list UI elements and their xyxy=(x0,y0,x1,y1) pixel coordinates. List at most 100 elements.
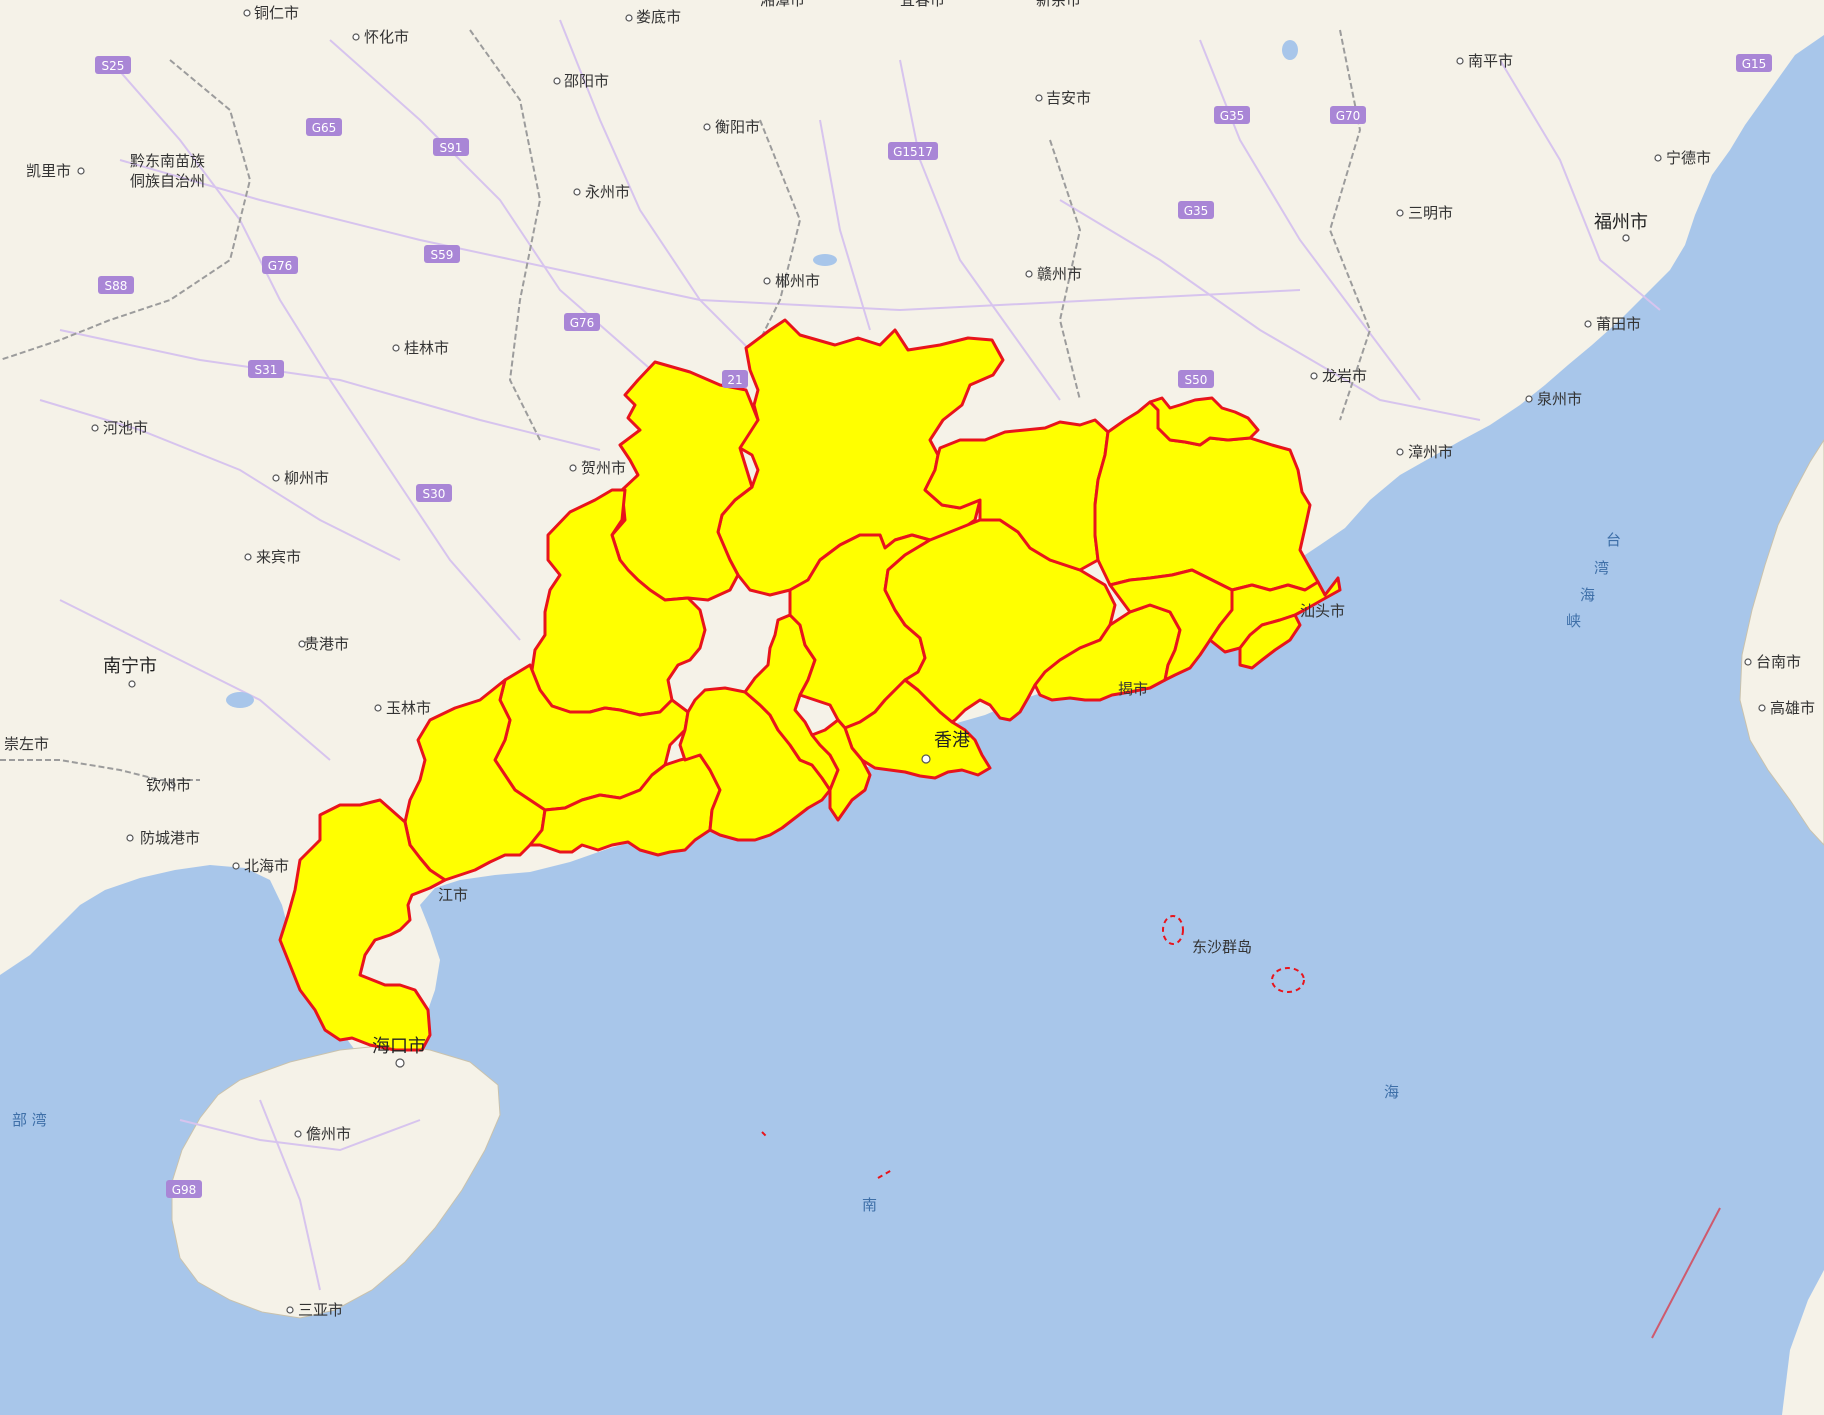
shield-21: 21 xyxy=(722,370,748,388)
city-label: 龙岩市 xyxy=(1322,367,1367,385)
svg-text:G65: G65 xyxy=(312,121,337,135)
city-label: 赣州市 xyxy=(1037,265,1082,283)
city-label: 防城港市 xyxy=(140,829,200,847)
sea-labels: 台 湾 海 峡 部 湾 海 南 xyxy=(12,531,1621,1214)
city-labels: 铜仁市 怀化市 娄底市 湘潭市 宜春市 新余市 邵阳市 南平市 吉安市 衡阳市 … xyxy=(4,0,1815,1319)
shield-s50: S50 xyxy=(1178,370,1214,388)
city-label: 宜春市 xyxy=(900,0,945,9)
city-label: 台南市 xyxy=(1756,653,1801,671)
road-network xyxy=(39,19,1661,1291)
island-boundaries xyxy=(761,915,1305,1179)
svg-text:S88: S88 xyxy=(105,279,128,293)
region-maoming[interactable] xyxy=(403,678,547,882)
svg-text:G76: G76 xyxy=(268,259,293,273)
shield-s88: S88 xyxy=(98,276,134,294)
city-label: 河池市 xyxy=(103,419,148,437)
city-label: 贵港市 xyxy=(304,635,349,653)
sea-label: 海 xyxy=(1580,586,1595,604)
highway-shields: S25 G65 S91 G1517 G35 G70 G15 G35 G76 S5… xyxy=(95,54,1772,1198)
svg-text:G76: G76 xyxy=(570,316,595,330)
city-label: 衡阳市 xyxy=(715,118,760,136)
city-label: 香港 xyxy=(934,730,970,751)
shield-g76-b: G76 xyxy=(564,313,600,331)
city-label: 北海市 xyxy=(244,857,289,875)
shield-g35-b: G35 xyxy=(1178,201,1214,219)
water-features xyxy=(226,40,1298,708)
region-yangjiang[interactable] xyxy=(528,753,722,857)
city-label: 永州市 xyxy=(585,183,630,201)
svg-text:S50: S50 xyxy=(1185,373,1208,387)
city-label: 黔东南苗族 xyxy=(130,152,205,170)
shield-g98: G98 xyxy=(166,1180,202,1198)
shield-g1517: G1517 xyxy=(888,142,938,160)
region-zhaoqing[interactable] xyxy=(530,488,707,717)
svg-text:G35: G35 xyxy=(1220,109,1245,123)
city-label: 汕头市 xyxy=(1300,602,1345,620)
svg-text:S59: S59 xyxy=(431,248,454,262)
svg-text:G35: G35 xyxy=(1184,204,1209,218)
city-label: 漳州市 xyxy=(1408,443,1453,461)
city-label: 福州市 xyxy=(1594,212,1648,233)
svg-text:S91: S91 xyxy=(440,141,463,155)
city-label: 邵阳市 xyxy=(564,72,609,90)
sea-label: 海 xyxy=(1384,1083,1399,1101)
city-label: 莆田市 xyxy=(1596,315,1641,333)
region-dongguan-shenzhen[interactable] xyxy=(843,678,992,780)
city-label: 三亚市 xyxy=(298,1301,343,1319)
shield-g65: G65 xyxy=(306,118,342,136)
taiwan-island xyxy=(1739,439,1824,846)
city-label: 铜仁市 xyxy=(254,4,299,22)
city-label: 郴州市 xyxy=(775,272,820,290)
city-label: 东沙群岛 xyxy=(1192,938,1252,956)
city-label: 柳州市 xyxy=(284,469,329,487)
city-label: 钦州市 xyxy=(146,776,191,794)
region-shantou[interactable] xyxy=(1208,576,1342,654)
shield-g70: G70 xyxy=(1330,106,1366,124)
region-zhanjiang[interactable] xyxy=(278,798,447,1052)
shield-s91: S91 xyxy=(433,138,469,156)
svg-text:S31: S31 xyxy=(255,363,278,377)
city-label: 凯里市 xyxy=(26,162,71,180)
sea-label: 南 xyxy=(862,1196,877,1214)
svg-text:G15: G15 xyxy=(1742,57,1767,71)
region-zhongshan[interactable] xyxy=(810,718,872,822)
svg-text:21: 21 xyxy=(727,373,742,387)
city-label: 泉州市 xyxy=(1537,390,1582,408)
sea-boundary-line xyxy=(1651,1207,1721,1339)
shield-g15: G15 xyxy=(1736,54,1772,72)
sea-label: 湾 xyxy=(1594,559,1609,577)
shield-s30: S30 xyxy=(416,484,452,502)
svg-text:G1517: G1517 xyxy=(893,145,933,159)
svg-text:S30: S30 xyxy=(423,487,446,501)
city-label: 怀化市 xyxy=(364,28,409,46)
highlight-regions[interactable] xyxy=(278,318,1342,1052)
shield-s59: S59 xyxy=(424,245,460,263)
region-chaozhou[interactable] xyxy=(1238,613,1302,670)
city-label: 崇左市 xyxy=(4,735,49,753)
city-label: 桂林市 xyxy=(404,339,449,357)
city-label: 儋州市 xyxy=(306,1125,351,1143)
city-dots xyxy=(77,9,1766,1314)
city-label: 海口市 xyxy=(372,1036,426,1057)
luzon-edge xyxy=(1782,1270,1824,1415)
city-label: 新余市 xyxy=(1036,0,1081,9)
shield-s31: S31 xyxy=(248,360,284,378)
city-label: 玉林市 xyxy=(386,699,431,717)
city-label: 贺州市 xyxy=(581,459,626,477)
city-label: 宁德市 xyxy=(1666,149,1711,167)
city-label: 来宾市 xyxy=(256,548,301,566)
region-meizhou-north[interactable] xyxy=(1148,396,1260,447)
city-label: 吉安市 xyxy=(1046,89,1091,107)
city-label: 揭市 xyxy=(1118,680,1148,698)
sea-label: 峡 xyxy=(1566,612,1581,630)
city-label: 高雄市 xyxy=(1770,699,1815,717)
svg-text:S25: S25 xyxy=(102,59,125,73)
city-label: 南平市 xyxy=(1468,52,1513,70)
city-label: 湘潭市 xyxy=(760,0,805,9)
shield-g35-a: G35 xyxy=(1214,106,1250,124)
province-borders xyxy=(0,29,1372,781)
region-jieyang[interactable] xyxy=(1108,568,1234,682)
city-label: 江市 xyxy=(438,886,468,904)
city-label: 南宁市 xyxy=(103,656,157,677)
